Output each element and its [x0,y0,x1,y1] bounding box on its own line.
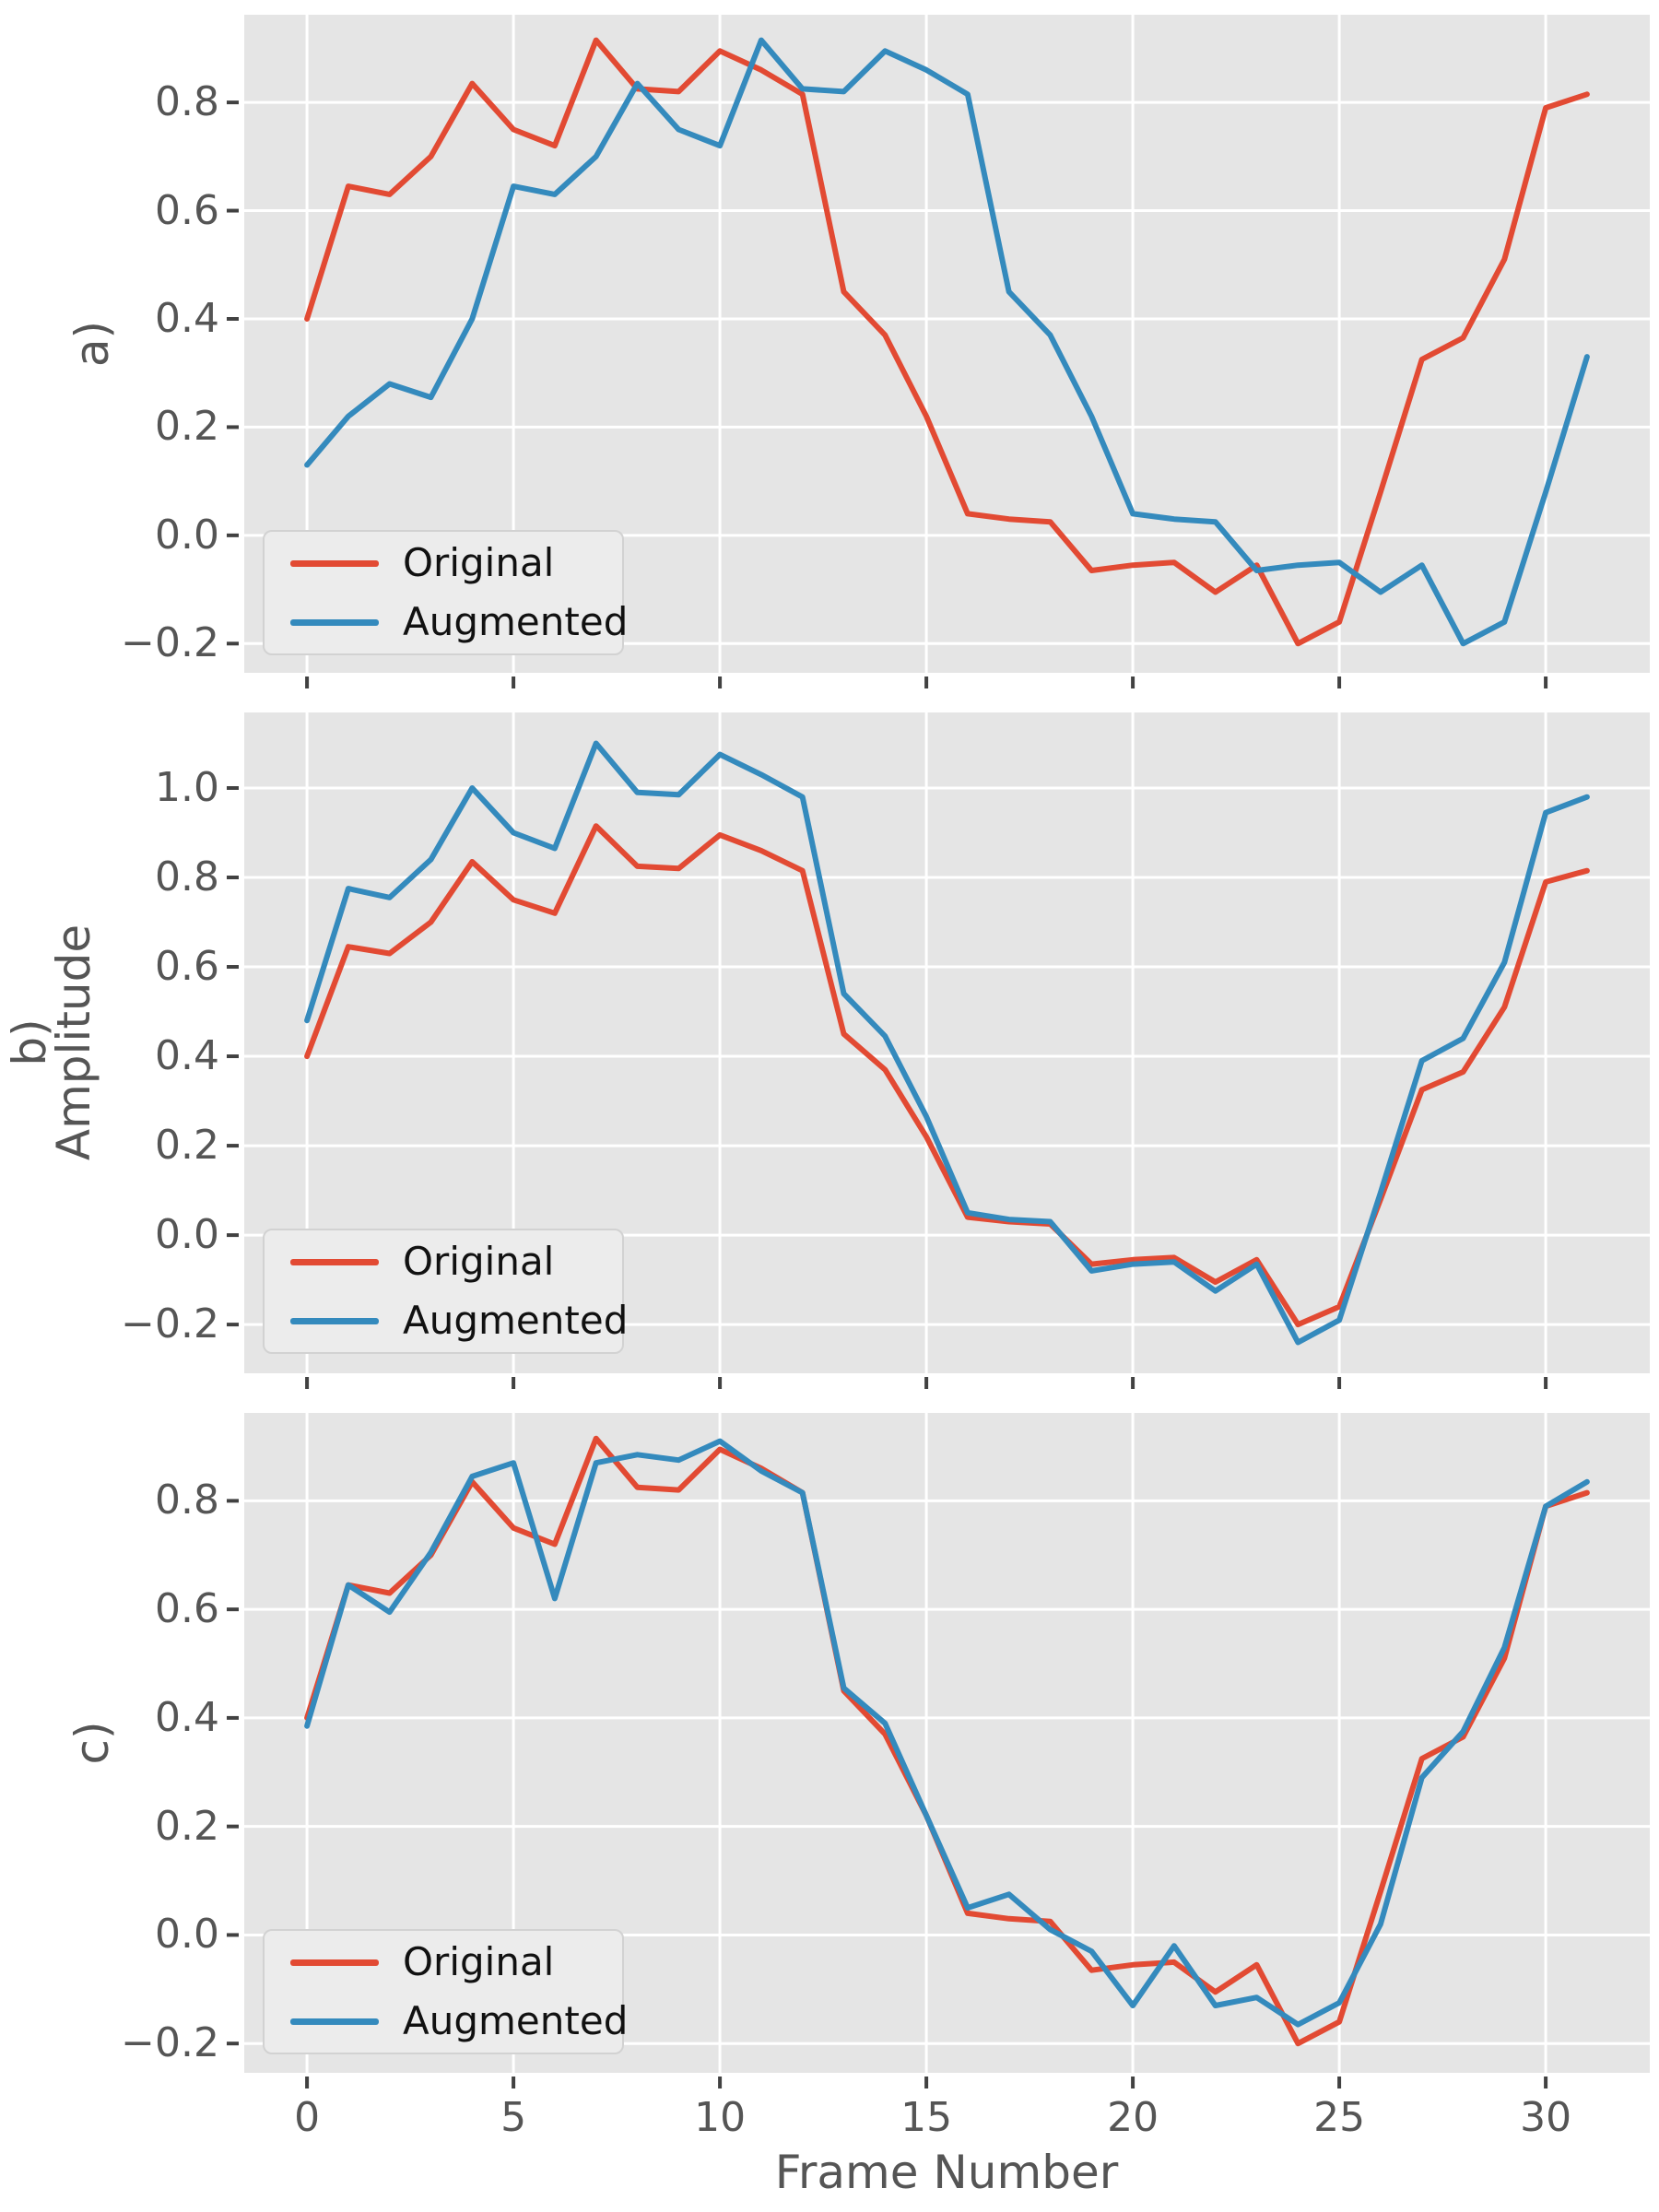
x-tick-label: 25 [1313,2094,1366,2141]
legend-label: Augmented [403,1998,629,2043]
y-tick-label: −0.2 [121,619,219,667]
legend-a: Original Augmented [263,530,628,655]
legend-label: Original [403,1939,555,1984]
y-tick-label: 0.0 [155,511,219,559]
series-line-augmented-a [304,37,1590,647]
y-tick-label: 0.0 [155,1211,219,1259]
y-tick-label: 0.4 [155,1693,219,1741]
x-tick-label: 15 [900,2094,953,2141]
legend-label: Augmented [403,599,629,644]
legend-c: Original Augmented [263,1929,628,2054]
x-tick-label: 5 [500,2094,527,2141]
y-tick-label: 0.8 [155,1477,219,1524]
x-axis-title: Frame Number [774,2146,1119,2199]
y-tick-label: 0.2 [155,1122,219,1170]
series-line-original-a [304,37,1590,647]
legend-b: Original Augmented [263,1229,628,1354]
legend-item: Original [265,1933,622,1992]
y-tick-label: 1.0 [155,763,219,811]
legend-line-sample-original [290,1259,379,1265]
legend-label: Original [403,540,555,585]
y-tick-label: −0.2 [121,2019,219,2067]
legend-line-sample-original [290,560,379,567]
x-tick-label: 30 [1520,2094,1572,2141]
legend-line-sample-augmented [290,2018,379,2025]
legend-item: Augmented [265,593,628,652]
y-tick-label: −0.2 [121,1300,219,1348]
legend-item: Original [265,534,622,593]
x-tick-label: 10 [694,2094,747,2141]
y-tick-label: 0.6 [155,186,219,234]
y-tick-label: 0.4 [155,294,219,342]
legend-line-sample-original [290,1959,379,1966]
y-tick-label: 0.8 [155,78,219,126]
y-tick-label: 0.2 [155,1802,219,1850]
legend-label: Augmented [403,1298,629,1343]
legend-item: Original [265,1232,622,1291]
legend-item: Augmented [265,1291,628,1350]
legend-line-sample-augmented [290,619,379,626]
y-tick-label: 0.6 [155,1585,219,1633]
x-tick-label: 20 [1107,2094,1159,2141]
y-tick-label: 0.6 [155,943,219,991]
series-line-augmented-c [304,1438,1590,2028]
x-tick-label: 0 [294,2094,321,2141]
y-tick-label: 0.8 [155,853,219,900]
y-tick-label: 0.4 [155,1032,219,1080]
legend-item: Augmented [265,1992,628,2051]
series-line-augmented-b [304,740,1590,1346]
legend-line-sample-augmented [290,1318,379,1324]
y-tick-label: 0.0 [155,1911,219,1959]
y-tick-label: 0.2 [155,403,219,451]
legend-label: Original [403,1239,555,1284]
